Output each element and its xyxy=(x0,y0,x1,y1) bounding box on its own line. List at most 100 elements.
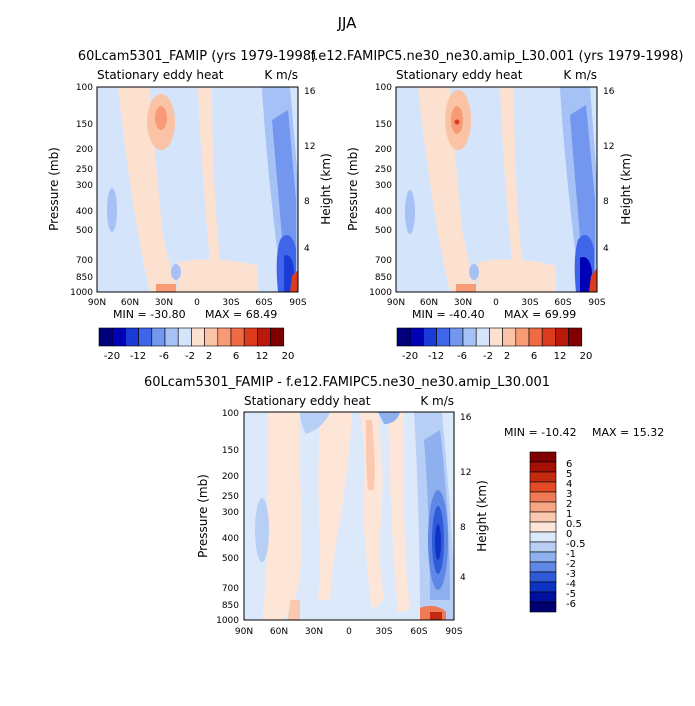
panel-a-ytick-850: 850 xyxy=(76,273,93,283)
panel-a-y-right-ticks: 16 12 8 4 xyxy=(304,87,316,254)
panel-b-cb-label: -12 xyxy=(428,351,444,362)
panel-b-colorbar xyxy=(396,327,583,347)
panel-b-height-12: 12 xyxy=(603,142,614,152)
panel-a-colorbar-swatch xyxy=(243,327,258,347)
panel-b-xtick-30s: 30S xyxy=(521,298,538,308)
panel-a-neg-blob-left xyxy=(107,188,117,232)
panel-a-max-label: MAX = 68.49 xyxy=(205,308,277,321)
panel-c-ylabel: Pressure (mb) xyxy=(196,474,210,558)
panel-c-xtick-60s: 60S xyxy=(410,627,427,637)
panel-b-colorbar-swatch xyxy=(449,327,464,347)
panel-a-colorbar-swatch xyxy=(230,327,245,347)
panel-b-xtick-90s: 90S xyxy=(588,298,605,308)
panel-c-xtick-90s: 90S xyxy=(445,627,462,637)
panel-b-ytick-200: 200 xyxy=(375,145,392,155)
panel-c-cb-label: -0.5 xyxy=(566,539,586,550)
panel-c-colorbar-swatch xyxy=(529,501,557,513)
panel-c-pos-surface-core xyxy=(430,612,442,620)
panel-b-colorbar-swatch xyxy=(436,327,451,347)
panel-c-x-ticks: 90N 60N 30N 0 30S 60S 90S xyxy=(235,627,463,637)
panel-a-colorbar-swatch xyxy=(217,327,232,347)
panel-c-plot-field xyxy=(244,412,454,620)
panel-a-ytick-150: 150 xyxy=(76,120,93,130)
panel-c-colorbar-swatch xyxy=(529,591,557,603)
panel-b-colorbar-swatch xyxy=(568,327,583,347)
panel-c-cb-label: 6 xyxy=(566,459,572,470)
panel-a-xtick-90s: 90S xyxy=(289,298,306,308)
panel-a-ytick-200: 200 xyxy=(76,145,93,155)
panel-a-plot-field xyxy=(97,87,298,292)
panel-b-xtick-90n: 90N xyxy=(387,298,405,308)
panel-b-ylabel-right: Height (km) xyxy=(619,153,633,224)
panel-b-neg-blob-mid xyxy=(469,264,479,280)
panel-b-neg-blob-left xyxy=(405,190,415,234)
panel-a-pos-blob-core xyxy=(155,106,167,130)
panel-c-frame xyxy=(243,411,455,621)
panel-b-xtick-0: 0 xyxy=(493,298,499,308)
panel-b-pos-blob-core xyxy=(454,119,460,125)
panel-b-max-label: MAX = 69.99 xyxy=(504,308,576,321)
panel-a-xtick-0: 0 xyxy=(194,298,200,308)
panel-model-a: 60Lcam5301_FAMIP (yrs 1979-1998) Station… xyxy=(47,49,333,362)
panel-b-colorbar-swatch xyxy=(515,327,530,347)
panel-c-colorbar-labels: 6 5 4 3 2 1 0.5 0 -0.5 -1 -2 -3 -4 -5 -6 xyxy=(566,459,586,610)
panel-c-subtitle-right: K m/s xyxy=(420,394,454,408)
panel-a-xtick-30s: 30S xyxy=(222,298,239,308)
panel-a-ylabel: Pressure (mb) xyxy=(47,147,61,231)
panel-a-title: 60Lcam5301_FAMIP (yrs 1979-1998) xyxy=(78,49,316,64)
panel-c-neg-blob-left xyxy=(255,498,269,562)
panel-a-xtick-30n: 30N xyxy=(155,298,173,308)
panel-b-xtick-60n: 60N xyxy=(420,298,438,308)
panel-a-cb-label: 6 xyxy=(233,351,239,362)
panel-a-colorbar-swatch xyxy=(164,327,179,347)
panel-a-cb-label: 12 xyxy=(256,351,269,362)
panel-a-pos-south-corner xyxy=(290,270,298,292)
panel-b-ytick-250: 250 xyxy=(375,165,392,175)
panel-c-pos-surface-left xyxy=(288,600,300,620)
panel-b-colorbar-swatch xyxy=(502,327,517,347)
panel-a-pos-band-tropics xyxy=(118,87,178,292)
panel-b-frame xyxy=(395,86,598,293)
page-title: JJA xyxy=(337,14,358,32)
panel-difference: 60Lcam5301_FAMIP - f.e12.FAMIPC5.ne30_ne… xyxy=(144,375,664,637)
panel-a-y-ticks: 100 150 200 250 300 400 500 700 850 1000 xyxy=(70,83,93,298)
panel-c-xtick-30s: 30S xyxy=(375,627,392,637)
panel-a-height-16: 16 xyxy=(304,87,316,97)
panel-b-colorbar-swatch xyxy=(409,327,424,347)
panel-b-height-8: 8 xyxy=(603,197,609,207)
panel-b-colorbar-swatch xyxy=(541,327,556,347)
panel-c-xtick-90n: 90N xyxy=(235,627,253,637)
panel-b-title: f.e12.FAMIPC5.ne30_ne30.amip_L30.001 (yr… xyxy=(311,49,684,64)
panel-c-pos-region-south xyxy=(388,412,410,612)
panel-c-ytick-400: 400 xyxy=(222,534,239,544)
panel-b-y-right-ticks: 16 12 8 4 xyxy=(603,87,615,254)
panel-a-min-label: MIN = -30.80 xyxy=(113,308,186,321)
panel-b-height-16: 16 xyxy=(603,87,615,97)
panel-c-title: 60Lcam5301_FAMIP - f.e12.FAMIPC5.ne30_ne… xyxy=(144,375,550,390)
panel-a-colorbar-swatch xyxy=(204,327,219,347)
panel-a-colorbar xyxy=(98,327,285,347)
panel-b-ytick-850: 850 xyxy=(375,273,392,283)
panel-c-colorbar-swatch xyxy=(529,461,557,473)
panel-c-subtitle-left: Stationary eddy heat xyxy=(244,394,371,408)
panel-c-pos-region-left xyxy=(262,412,302,620)
panel-b-pos-band-tropics xyxy=(418,87,478,292)
panel-a-ytick-250: 250 xyxy=(76,165,93,175)
panel-a-xtick-90n: 90N xyxy=(88,298,106,308)
panel-a-height-4: 4 xyxy=(304,244,310,254)
panel-c-xtick-60n: 60N xyxy=(270,627,288,637)
panel-a-colorbar-labels: -20 -12 -6 -2 2 6 12 20 xyxy=(104,351,295,362)
panel-c-colorbar-swatch xyxy=(529,491,557,503)
panel-b-subtitle-right: K m/s xyxy=(563,68,597,82)
panel-b-plot-field xyxy=(396,87,597,292)
panel-c-colorbar-swatch xyxy=(529,531,557,543)
panel-a-subtitle-right: K m/s xyxy=(264,68,298,82)
panel-a-cb-label: 20 xyxy=(282,351,295,362)
panel-c-colorbar-swatch xyxy=(529,571,557,583)
panel-b-colorbar-swatch xyxy=(555,327,569,347)
panel-c-y-right-ticks: 16 12 8 4 xyxy=(460,413,472,583)
panel-a-xtick-60n: 60N xyxy=(121,298,139,308)
panel-a-cb-label: 2 xyxy=(206,351,212,362)
panel-c-height-8: 8 xyxy=(460,523,466,533)
